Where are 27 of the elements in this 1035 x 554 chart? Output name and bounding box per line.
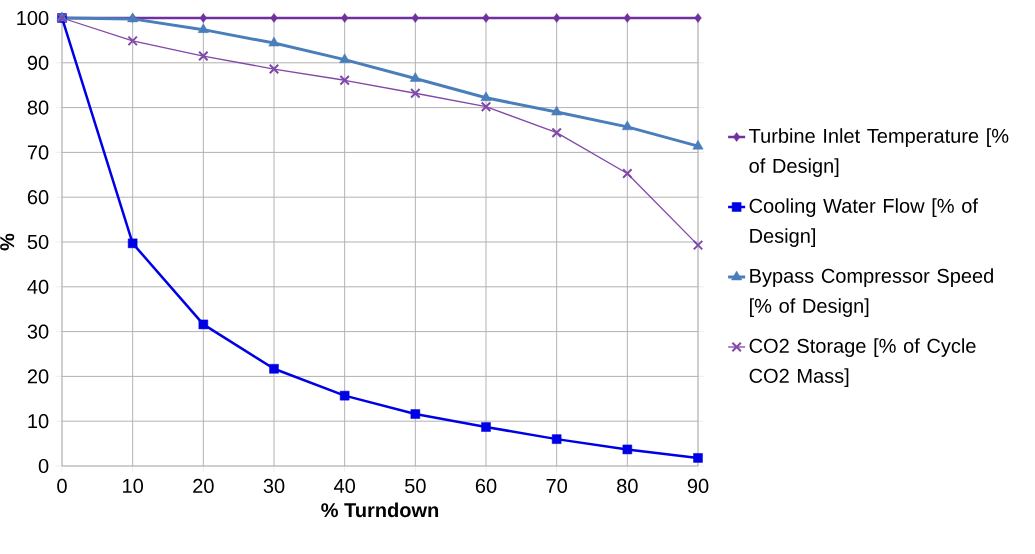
x-tick-label: 80 <box>617 478 638 494</box>
legend-label: Turbine Inlet Temperature [% of Design] <box>749 128 1009 177</box>
legend-label: CO2 Storage [% of Cycle CO2 Mass] <box>749 338 976 387</box>
x-tick-label: 70 <box>546 478 568 494</box>
y-axis-title: % <box>0 233 15 251</box>
y-tick-label: 20 <box>27 369 49 384</box>
x-axis-title: % Turndown <box>321 502 439 518</box>
x-tick-label: 30 <box>263 478 285 494</box>
x-tick-label: 40 <box>334 478 356 494</box>
x-tick-label: 90 <box>687 478 709 494</box>
y-tick-label: 40 <box>27 279 49 294</box>
y-tick-label: 80 <box>27 100 49 115</box>
y-tick-label: 0 <box>38 458 49 474</box>
x-tick-label: 10 <box>123 478 144 494</box>
y-tick-label: 60 <box>27 190 49 205</box>
y-tick-label: 50 <box>27 234 49 250</box>
x-tick-label: 60 <box>475 478 497 494</box>
y-tick-label: 70 <box>27 145 49 160</box>
x-tick-label: 0 <box>57 478 67 494</box>
x-tick-label: 20 <box>193 478 214 494</box>
x-tick-label: 50 <box>405 478 426 494</box>
y-tick-label: 10 <box>28 414 49 429</box>
y-tick-label: 30 <box>27 324 49 339</box>
y-tick-label: 90 <box>27 55 49 70</box>
y-tick-label: 100 <box>17 10 49 26</box>
legend-label: Bypass Compressor Speed [% of Design] <box>750 268 993 317</box>
legend-label: Cooling Water Flow [% of Design] <box>749 198 978 247</box>
